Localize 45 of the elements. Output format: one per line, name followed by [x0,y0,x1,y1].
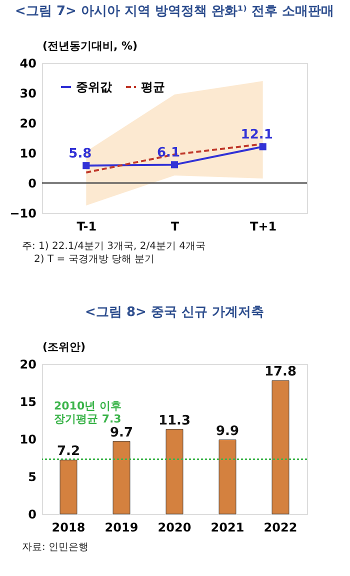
chart-title: <그림 8> 중국 신규 가계저축 [85,305,264,320]
y-tick-label: 10 [20,432,36,446]
bar [272,380,290,514]
point [82,162,90,170]
data-label: 9.7 [110,425,134,440]
y-axis-title: (전년동기대비, %) [42,40,138,52]
data-label: 11.3 [158,413,191,428]
x-tick-label: 2020 [158,520,192,534]
bar [166,429,184,514]
x-tick-label: T+1 [250,220,277,234]
y-axis-title: (조위안) [42,340,86,354]
y-tick-label: 0 [28,508,36,522]
data-label: 7.2 [56,444,80,459]
x-tick-label: 2019 [104,520,138,534]
text: 주: 1) 22.1/4분기 3개국, 2/4분기 4개국 [22,241,206,252]
x-tick-label: T-1 [76,220,97,234]
x-tick-label: 2022 [264,520,298,534]
y-tick-label: 10 [20,146,36,160]
chart-title: <그림 7> 아시아 지역 방역정책 완화¹⁾ 전후 소매판매 [15,4,334,19]
bar [112,441,130,514]
data-label: 9.9 [216,424,240,439]
y-tick-label: 0 [28,176,36,190]
y-tick-label: 5 [28,470,36,484]
data-label: 12.1 [240,128,273,143]
bar [218,440,236,514]
y-tick-label: 20 [20,116,36,130]
text: 자료: 인민은행 [22,542,89,553]
x-tick-label: 2021 [210,520,244,534]
legend-label: 평균 [141,80,165,94]
data-label: 5.8 [68,146,92,162]
data-label: 6.1 [156,146,180,161]
x-tick-label: T [170,220,180,234]
bar [60,460,78,514]
y-tick-label: 20 [20,358,36,372]
ref-line-label: 2010년 이후 장기평균 7.3 [54,399,122,426]
y-tick-label: −10 [10,206,36,220]
legend-label: 중위값 [76,80,113,94]
text: 2) T = 국경개방 당해 분기 [34,254,155,265]
data-label: 17.8 [264,364,297,380]
point [259,143,266,150]
x-tick-label: 2018 [52,520,86,534]
point [170,161,178,168]
y-tick-label: 30 [20,86,36,100]
y-tick-label: 40 [20,56,36,70]
y-tick-label: 15 [20,395,36,409]
